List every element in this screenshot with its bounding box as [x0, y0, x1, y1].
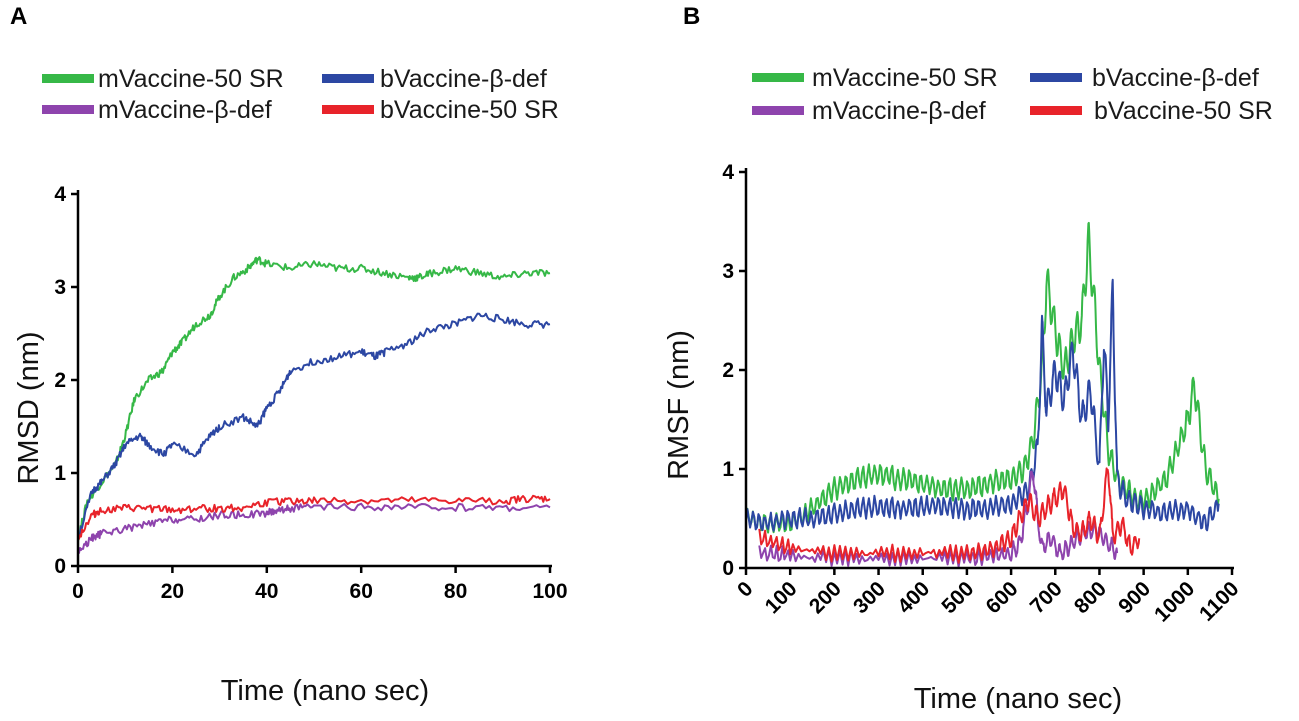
panel-b-y-axis-title: RMSF (nm) — [663, 330, 695, 480]
y-tick-label: 4 — [54, 183, 66, 206]
x-tick-label: 600 — [982, 577, 1023, 618]
legend-label-mvaccine-beta-def: mVaccine-β-def — [98, 96, 272, 124]
series-line-bvaccine-50-sr — [77, 494, 551, 540]
series-line-mvaccine-50-sr — [745, 221, 1220, 534]
x-tick-label: 800 — [1070, 577, 1111, 618]
x-tick-label: 20 — [161, 580, 184, 603]
x-tick-label: 0 — [72, 580, 84, 603]
y-tick-label: 0 — [722, 557, 734, 580]
panel-b: B mVaccine-50 SR bVaccine-β-def mVaccine… — [663, 3, 1273, 715]
x-tick-label: 700 — [1026, 577, 1067, 618]
legend-label-b-mvaccine-50sr: mVaccine-50 SR — [812, 64, 998, 92]
panel-a-label: A — [10, 3, 27, 30]
panel-b-label: B — [683, 3, 700, 30]
legend-label-mvaccine-50sr: mVaccine-50 SR — [98, 65, 284, 93]
x-tick-label: 0 — [733, 577, 758, 602]
x-tick-label: 100 — [761, 577, 802, 618]
legend-label-b-mvaccine-beta-def: mVaccine-β-def — [812, 97, 986, 125]
x-tick-label: 80 — [444, 580, 467, 603]
x-tick-label: 300 — [849, 577, 890, 618]
legend-label-bvaccine-beta-def: bVaccine-β-def — [380, 65, 547, 93]
panel-b-legend: mVaccine-50 SR bVaccine-β-def mVaccine-β… — [752, 64, 1273, 125]
legend-label-bvaccine-50sr: bVaccine-50 SR — [380, 96, 559, 124]
legend-swatch-bvaccine-50sr — [322, 105, 374, 114]
x-tick-label: 100 — [532, 580, 567, 603]
series-line-mvaccine-beta-def — [77, 502, 551, 554]
x-tick-label: 500 — [937, 577, 978, 618]
y-tick-label: 1 — [722, 458, 734, 481]
legend-swatch-mvaccine-50sr — [42, 74, 94, 83]
x-tick-label: 1100 — [1195, 577, 1243, 625]
legend-swatch-mvaccine-beta-def — [42, 105, 94, 114]
legend-swatch-b-mvaccine-50sr — [752, 73, 804, 82]
y-tick-label: 2 — [54, 369, 66, 392]
legend-swatch-b-bvaccine-50sr — [1030, 106, 1082, 115]
panel-a-legend: mVaccine-50 SR bVaccine-β-def mVaccine-β… — [42, 65, 559, 124]
x-tick-label: 40 — [255, 580, 278, 603]
series-line-bvaccine-beta-def — [745, 278, 1220, 532]
legend-swatch-b-bvaccine-beta-def — [1030, 73, 1082, 82]
y-tick-label: 2 — [722, 359, 734, 382]
x-tick-label: 900 — [1114, 577, 1155, 618]
y-tick-label: 3 — [722, 260, 734, 283]
panel-a: A mVaccine-50 SR bVaccine-β-def mVaccine… — [10, 3, 568, 707]
panel-a-x-axis-title: Time (nano sec) — [221, 675, 429, 707]
series-line-bvaccine-beta-def — [77, 312, 551, 541]
panel-a-y-axis-title: RMSD (nm) — [13, 331, 45, 484]
x-tick-label: 1000 — [1150, 577, 1199, 626]
x-tick-label: 200 — [805, 577, 846, 618]
series-line-mvaccine-50-sr — [77, 256, 551, 542]
x-tick-label: 60 — [350, 580, 373, 603]
legend-swatch-bvaccine-beta-def — [322, 74, 374, 83]
y-tick-label: 4 — [722, 161, 734, 184]
x-tick-label: 400 — [893, 577, 934, 618]
legend-label-b-bvaccine-beta-def: bVaccine-β-def — [1092, 64, 1259, 92]
panel-b-x-axis-title: Time (nano sec) — [914, 683, 1122, 715]
y-tick-label: 3 — [54, 276, 66, 299]
y-tick-label: 0 — [54, 555, 66, 578]
series-line-mvaccine-beta-def — [758, 470, 1119, 568]
legend-swatch-b-mvaccine-beta-def — [752, 106, 804, 115]
legend-label-b-bvaccine-50sr: bVaccine-50 SR — [1094, 97, 1273, 125]
series-line-bvaccine-50-sr — [758, 467, 1141, 564]
y-tick-label: 1 — [54, 462, 66, 485]
